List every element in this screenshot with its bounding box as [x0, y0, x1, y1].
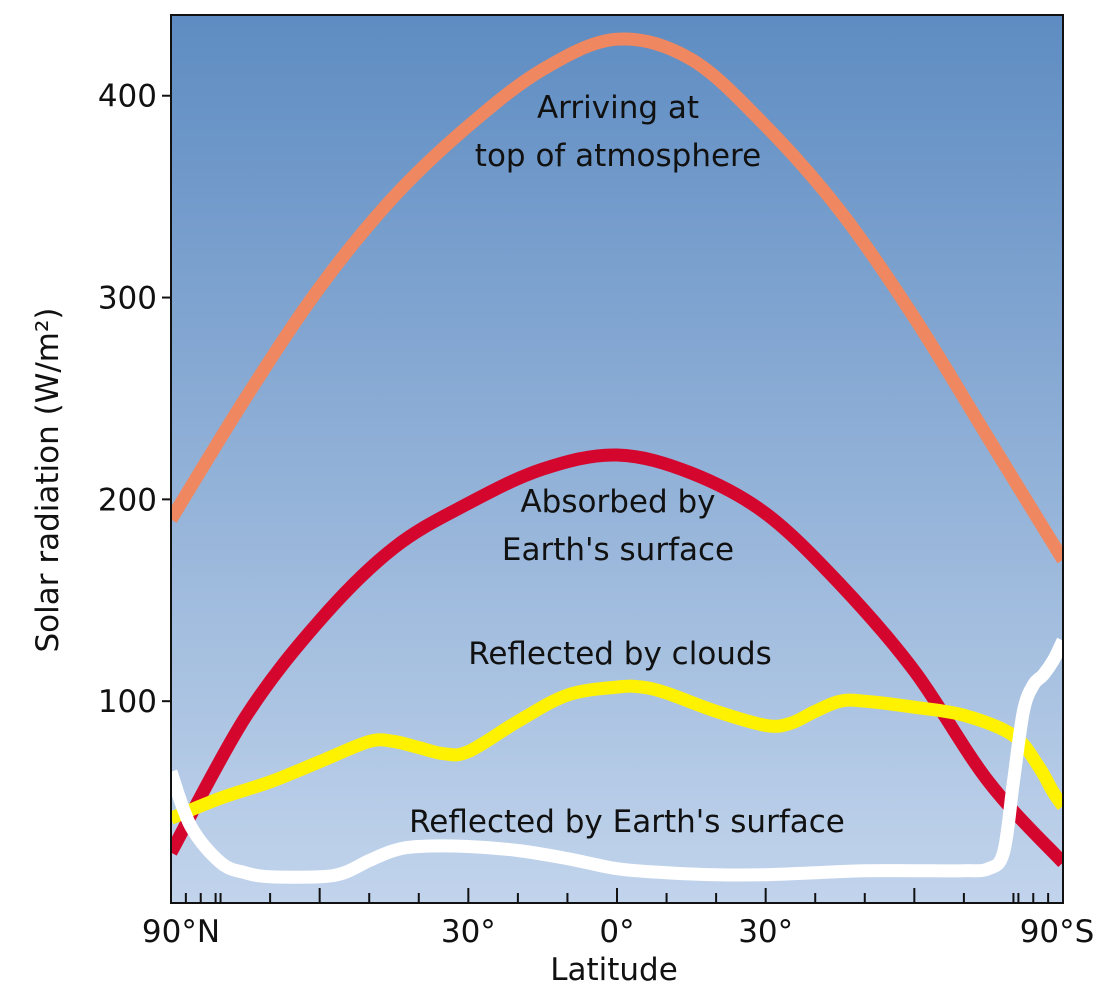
series-line-reflected-earth-surface	[171, 637, 1063, 884]
series-line-absorbed-earth-surface	[171, 448, 1063, 868]
x-tick-label: 90°S	[1020, 914, 1095, 950]
x-axis: 90°N 30° 0° 30° 90°S	[142, 888, 1094, 950]
label-arriving-top-atmosphere: Arriving at top of atmosphere	[475, 90, 761, 174]
x-tick-label: 90°N	[142, 914, 220, 950]
label-absorbed-earth-surface: Absorbed by Earth's surface	[502, 484, 734, 568]
series-line-arriving-top-atmosphere	[171, 32, 1063, 564]
label-reflected-earth-surface: Reflected by Earth's surface	[409, 804, 845, 840]
y-tick-label: 400	[98, 79, 157, 115]
label-reflected-clouds: Reflected by clouds	[468, 636, 772, 672]
x-tick-label: 30°	[738, 914, 793, 950]
y-axis-label: Solar radiation (W/m²)	[30, 307, 66, 652]
series-line-reflected-clouds	[171, 679, 1063, 825]
y-tick-label: 100	[98, 684, 157, 720]
y-tick-label: 200	[98, 482, 157, 518]
y-axis: 100 200 300 400	[98, 79, 171, 720]
y-tick-label: 300	[98, 281, 157, 317]
x-tick-label: 0°	[599, 914, 634, 950]
series-layer	[171, 32, 1063, 884]
x-tick-label: 30°	[441, 914, 496, 950]
x-axis-label: Latitude	[550, 952, 678, 988]
